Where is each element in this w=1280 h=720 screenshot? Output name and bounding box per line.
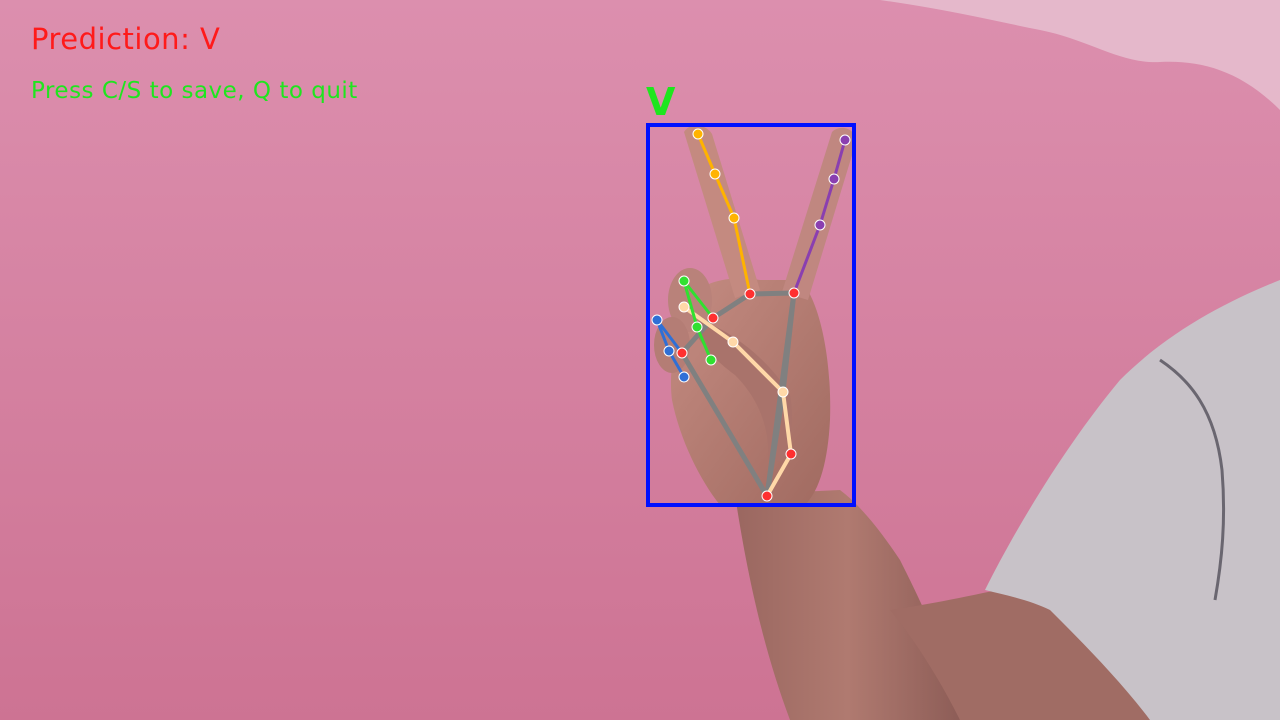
pinky-skeleton <box>655 319 686 379</box>
palm-skeleton-segment <box>780 290 797 395</box>
instructions-text: Press C/S to save, Q to quit <box>31 78 358 104</box>
ring-dip-joint <box>691 321 703 333</box>
thumb <box>695 320 793 462</box>
index-tip-joint <box>692 128 704 140</box>
thumb-ip-joint <box>727 336 739 348</box>
forearm <box>735 490 960 720</box>
middle-pip-joint <box>814 219 826 231</box>
prediction-label: Prediction: V <box>31 22 221 56</box>
thumb-cmc-joint <box>785 448 797 460</box>
hand-bounding-box <box>646 123 856 507</box>
index-pip-joint <box>728 212 740 224</box>
hand-skeleton-icon <box>651 128 851 502</box>
ring-pip-joint <box>678 275 690 287</box>
ring-mcp-joint <box>707 312 719 324</box>
index-mcp-joint <box>744 288 756 300</box>
middle-mcp-joint <box>788 287 800 299</box>
pinky-dip-joint <box>663 345 675 357</box>
wrist-joint <box>761 490 773 502</box>
wall-highlight <box>880 0 1280 110</box>
bounding-box-label: V <box>646 80 676 124</box>
thumb-mcp-joint <box>777 386 789 398</box>
middle-skeleton <box>792 138 847 295</box>
index-skeleton <box>696 132 752 296</box>
folded-pinky-finger <box>654 317 690 373</box>
ring-tip-joint <box>705 354 717 366</box>
pinky-mcp-joint <box>676 347 688 359</box>
shirt-seam <box>1159 358 1226 601</box>
palm-skeleton-segment <box>764 389 786 499</box>
shirt <box>985 280 1280 720</box>
thumb-tip-joint <box>678 301 690 313</box>
pinky-pip-joint <box>651 314 663 326</box>
upper-arm <box>890 580 1180 720</box>
middle-tip-joint <box>839 134 851 146</box>
ring-skeleton <box>682 280 715 362</box>
index-dip-joint <box>709 168 721 180</box>
pinky-tip-joint <box>678 371 690 383</box>
middle-dip-joint <box>828 173 840 185</box>
